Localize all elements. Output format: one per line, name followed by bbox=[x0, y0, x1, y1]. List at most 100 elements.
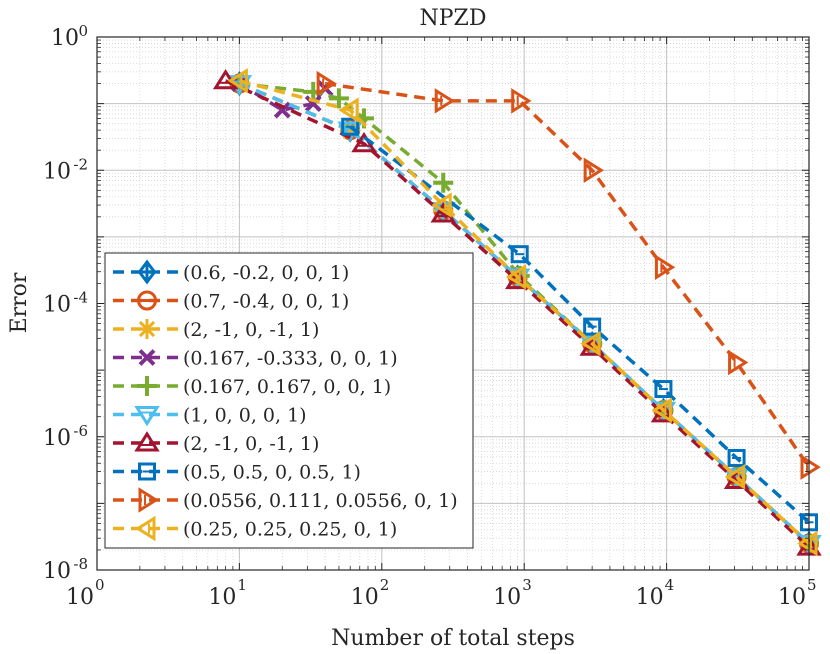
legend-marker bbox=[137, 319, 157, 339]
legend-entry: (0.25, 0.25, 0.25, 0, 1) bbox=[113, 515, 397, 542]
series-8-point bbox=[654, 380, 673, 399]
y-tick-base: 10 bbox=[43, 159, 71, 184]
legend-marker bbox=[137, 290, 157, 311]
legend-entry: (0.0556, 0.111, 0.0556, 0, 1) bbox=[113, 487, 458, 513]
legend-box bbox=[104, 252, 474, 549]
series-9-line bbox=[324, 81, 811, 469]
series-10 bbox=[227, 68, 818, 557]
legend-marker-shape bbox=[134, 431, 160, 452]
x-tick-exponent: 4 bbox=[665, 576, 675, 594]
x-axis-label: Number of total steps bbox=[331, 626, 575, 651]
series-9 bbox=[316, 70, 821, 480]
legend-marker-shape bbox=[134, 406, 160, 427]
series-9-point bbox=[434, 88, 456, 114]
legend-label: (2, -1, 0, -1, 1) bbox=[183, 433, 319, 455]
y-tick-base: 10 bbox=[43, 559, 71, 584]
legend-label: (0.25, 0.25, 0.25, 0, 1) bbox=[183, 519, 397, 541]
legend-entry: (0.167, 0.167, 0, 0, 1) bbox=[113, 376, 391, 398]
series-10-point-shape bbox=[338, 97, 359, 123]
y-tick-label: 010 bbox=[51, 22, 88, 51]
series-10-point-shape bbox=[651, 397, 672, 423]
y-tick-label: -810 bbox=[43, 555, 88, 584]
legend-entry: (2, -1, 0, -1, 1) bbox=[113, 431, 319, 455]
series-8-point-shape bbox=[654, 380, 673, 399]
x-tick-base: 10 bbox=[66, 585, 94, 610]
legend-marker-shape bbox=[138, 462, 156, 481]
legend-label: (0.7, -0.4, 0, 0, 1) bbox=[183, 291, 349, 313]
legend-marker-shape bbox=[138, 349, 156, 366]
legend-entry: (2, -1, 0, -1, 1) bbox=[113, 319, 319, 341]
legend-marker bbox=[138, 349, 156, 366]
x-tick-exponent: 1 bbox=[237, 576, 247, 594]
x-tick-exponent: 0 bbox=[95, 576, 105, 594]
y-tick-base: 10 bbox=[43, 293, 71, 318]
series-4-point bbox=[304, 95, 322, 113]
x-tick-exponent: 5 bbox=[807, 576, 817, 594]
x-tick-exponent: 2 bbox=[380, 576, 390, 594]
series-10-point-shape bbox=[227, 68, 248, 94]
x-tick-base: 10 bbox=[636, 585, 664, 610]
legend-marker bbox=[138, 487, 159, 513]
y-tick-label: -210 bbox=[43, 155, 88, 184]
legend-entry: (0.167, -0.333, 0, 0, 1) bbox=[113, 348, 398, 370]
series-10-point-shape bbox=[724, 464, 746, 490]
legend-entry: (0.5, 0.5, 0, 0.5, 1) bbox=[113, 462, 361, 484]
series-9-point bbox=[800, 454, 821, 480]
legend-marker bbox=[137, 259, 157, 285]
y-axis-label: Error bbox=[7, 272, 32, 333]
series-10-point-shape bbox=[431, 192, 452, 218]
x-tick-exponent: 3 bbox=[522, 576, 532, 594]
series-10-point-shape bbox=[580, 330, 601, 357]
y-tick-exponent: -8 bbox=[73, 555, 88, 573]
chart-title: NPZD bbox=[420, 6, 487, 31]
legend-marker bbox=[134, 431, 160, 452]
series-8-point bbox=[341, 117, 360, 136]
legend-marker bbox=[137, 376, 157, 396]
series-9-point-shape bbox=[511, 88, 532, 114]
series-9-point-shape bbox=[316, 70, 337, 97]
x-tick-label: 10 1 bbox=[208, 576, 247, 610]
y-tick-label: -610 bbox=[43, 422, 88, 451]
series-7-line bbox=[224, 79, 811, 549]
legend-label: (1, 0, 0, 0, 1) bbox=[183, 405, 307, 427]
series-5-point bbox=[433, 172, 454, 193]
legend-entry: (0.6, -0.2, 0, 0, 1) bbox=[113, 259, 349, 285]
y-tick-exponent: -2 bbox=[73, 155, 88, 173]
series-9-point-shape bbox=[583, 157, 604, 183]
series-10-point bbox=[724, 464, 746, 490]
legend-label: (0.0556, 0.111, 0.0556, 0, 1) bbox=[183, 490, 458, 512]
legend: (0.6, -0.2, 0, 0, 1) (0.7, -0.4, 0, 0, 1)… bbox=[104, 252, 474, 549]
y-tick-base: 10 bbox=[51, 26, 79, 51]
legend-label: (0.167, -0.333, 0, 0, 1) bbox=[183, 348, 398, 370]
y-tick-exponent: -6 bbox=[73, 422, 88, 440]
legend-label: (2, -1, 0, -1, 1) bbox=[183, 319, 319, 341]
series-9-point bbox=[316, 70, 337, 97]
series-9-point-shape bbox=[654, 254, 676, 280]
series-8-point-shape bbox=[510, 245, 529, 264]
series-9-point-shape bbox=[728, 349, 749, 376]
x-tick-base: 10 bbox=[778, 585, 806, 610]
y-tick-exponent: -4 bbox=[73, 289, 88, 307]
series-10-point bbox=[580, 330, 601, 357]
series-8-point-shape bbox=[727, 448, 746, 467]
series-4-point-shape bbox=[304, 95, 322, 113]
legend-label: (0.6, -0.2, 0, 0, 1) bbox=[183, 262, 349, 284]
x-tick-label: 10 2 bbox=[351, 576, 390, 610]
legend-entry: (1, 0, 0, 0, 1) bbox=[113, 405, 307, 427]
legend-label: (0.167, 0.167, 0, 0, 1) bbox=[183, 376, 391, 398]
y-tick-exponent: 0 bbox=[78, 22, 88, 40]
series-9-point-shape bbox=[434, 88, 456, 114]
series-8-point-shape bbox=[583, 317, 602, 336]
series-9-point bbox=[511, 88, 532, 114]
x-tick-base: 10 bbox=[208, 585, 236, 610]
series-9-point bbox=[654, 254, 676, 280]
series-8-point bbox=[583, 317, 602, 336]
series-10-point bbox=[505, 264, 527, 290]
series-8-line bbox=[349, 125, 811, 524]
legend-marker-shape bbox=[138, 487, 159, 513]
x-tick-label: 10 4 bbox=[636, 576, 675, 610]
y-tick-base: 10 bbox=[43, 426, 71, 451]
series-9-point bbox=[728, 349, 749, 376]
